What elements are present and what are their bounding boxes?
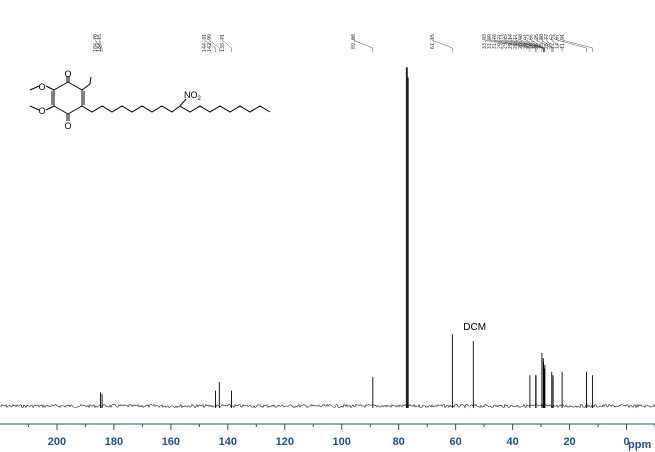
chemical-structure xyxy=(29,76,271,121)
x-tick-label: 40 xyxy=(506,436,518,448)
x-tick-label: 140 xyxy=(219,436,237,448)
x-axis-unit-label: ppm xyxy=(628,439,651,451)
peak-leader-line xyxy=(203,36,216,52)
x-tick-label: 120 xyxy=(276,436,294,448)
structure-labels: O O O O NO2 xyxy=(38,69,201,131)
methyl-bond xyxy=(81,83,91,91)
ring-bond xyxy=(53,81,69,91)
methoxy-bond xyxy=(45,85,55,91)
peak-value-label: 31.78 xyxy=(492,34,498,49)
peak-value-label: 61.15 xyxy=(430,34,436,49)
peak-leader-line xyxy=(535,36,553,52)
ring-bond xyxy=(53,105,69,115)
peak-leader-line xyxy=(352,36,374,52)
peak-leader-line xyxy=(551,36,563,52)
peak-value-label: 25.80 xyxy=(539,34,545,49)
x-tick-label: 80 xyxy=(393,436,405,448)
x-tick-label: 160 xyxy=(162,436,180,448)
x-tick-label: 20 xyxy=(563,436,575,448)
x-tick-label: 60 xyxy=(450,436,462,448)
peak-value-label: 29.11 xyxy=(513,34,519,49)
peak-leader-line xyxy=(561,36,593,52)
peak-value-label: 31.89 xyxy=(487,34,493,49)
peak-value-label: 28.66 xyxy=(529,34,535,49)
peak-leader-line xyxy=(488,36,536,52)
peak-value-label: 29.71 xyxy=(497,34,503,49)
peak-leader-line xyxy=(494,36,537,52)
peak-value-label: 26.25 xyxy=(534,34,540,49)
peak-value-label: 22.62 xyxy=(549,34,555,49)
peak-leader-line xyxy=(530,36,546,52)
ring-bond xyxy=(67,81,83,91)
peak-leader-line xyxy=(94,36,101,52)
peak-leader-line xyxy=(221,36,232,52)
carbonyl-oxygen-label: O xyxy=(64,121,71,131)
peak-leader-line xyxy=(431,36,453,52)
solvent-annotation-label: DCM xyxy=(463,322,486,333)
peak-value-label: 89.08 xyxy=(351,34,357,49)
peak-value-label: 184.70 xyxy=(93,34,99,52)
peak-leader-line xyxy=(546,36,554,52)
peak-value-label: 29.14 xyxy=(508,34,514,49)
methoxy-oxygen-label: O xyxy=(38,106,45,116)
peak-leader-line xyxy=(525,36,545,52)
peak-value-label: 142.99 xyxy=(207,34,213,52)
peak-leader-line xyxy=(556,36,587,52)
peak-value-label: 28.98 xyxy=(518,34,524,49)
peak-group xyxy=(100,67,594,408)
peak-value-label: 184.15 xyxy=(97,34,103,52)
methoxy-bond xyxy=(29,105,40,111)
x-tick-label: 100 xyxy=(333,436,351,448)
nitro-group-label: NO2 xyxy=(184,90,202,102)
peak-value-label: 29.23 xyxy=(503,34,509,49)
methoxy-bond xyxy=(29,85,40,91)
peak-leader-line xyxy=(483,36,531,52)
peak-value-label: 14.07 xyxy=(555,34,561,49)
peak-value-label: 33.93 xyxy=(482,34,488,49)
peak-leader-line xyxy=(499,36,543,52)
x-tick-label: 200 xyxy=(48,436,66,448)
x-axis-ticks: 200 180 160 140 120 100 80 60 40 20 0 xyxy=(27,424,655,448)
baseline-noise xyxy=(0,403,655,409)
x-tick-label: 0 xyxy=(623,436,629,448)
peak-value-label: 138.71 xyxy=(220,34,226,52)
peak-leader-line xyxy=(208,36,220,52)
carbonyl-oxygen-label: O xyxy=(64,69,71,79)
side-chain xyxy=(179,105,271,113)
peak-value-label: 25.77 xyxy=(544,34,550,49)
x-axis: 200 180 160 140 120 100 80 60 40 20 0 ppm xyxy=(0,423,655,451)
methoxy-bond xyxy=(45,105,55,111)
peak-leader-line xyxy=(514,36,544,52)
peak-leader-line xyxy=(98,36,103,52)
ring-bond xyxy=(67,105,83,115)
side-chain xyxy=(81,105,181,113)
methoxy-oxygen-label: O xyxy=(38,82,45,92)
peak-value-label: 11.91 xyxy=(560,34,566,49)
methyl-bond xyxy=(89,76,92,85)
nitro-bond xyxy=(179,98,187,107)
peak-value-label: 28.91 xyxy=(523,34,529,49)
x-tick-label: 180 xyxy=(105,436,123,448)
peak-value-label: 144.31 xyxy=(202,34,208,52)
